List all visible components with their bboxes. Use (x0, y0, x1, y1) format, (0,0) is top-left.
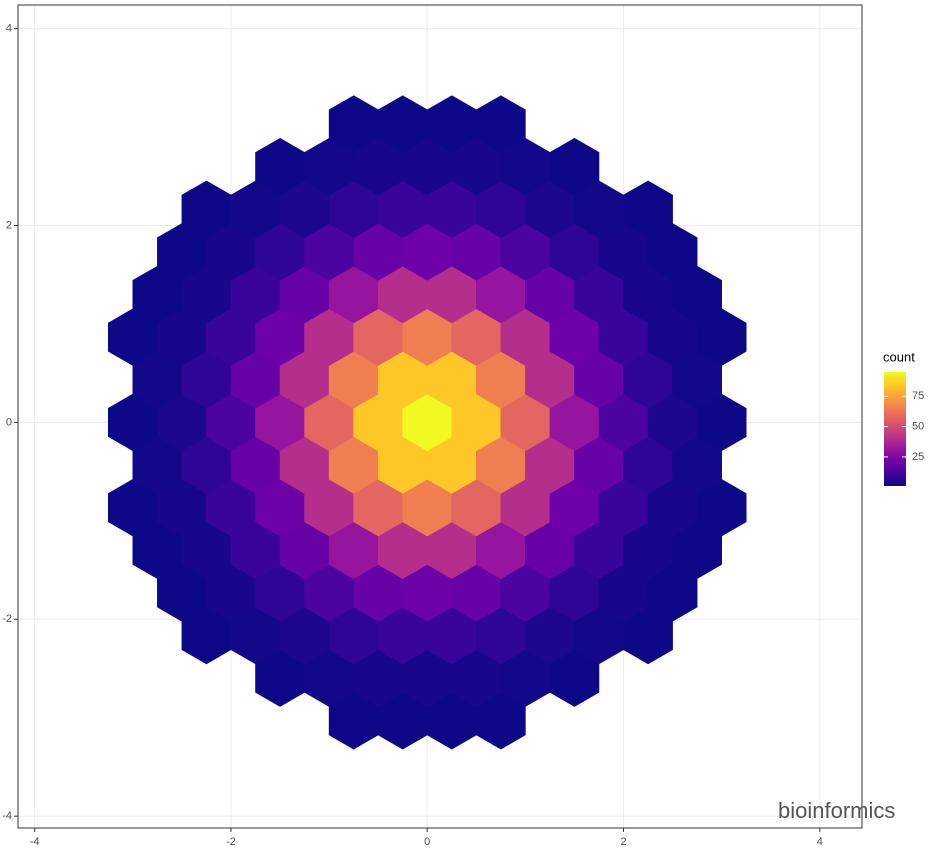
panel-border (17, 4, 863, 829)
y-tick-label: 0 (6, 416, 12, 428)
colorbar (884, 372, 906, 486)
y-tick-label: 2 (6, 219, 12, 231)
axes: -4 -2 0 2 4 -4 -2 0 2 4 (2, 23, 823, 848)
watermark: bioinformics (778, 798, 895, 823)
x-tick-label: -2 (226, 836, 236, 848)
y-tick-label: 4 (6, 23, 12, 35)
x-tick-label: -4 (30, 836, 40, 848)
y-tick-label: -4 (2, 810, 12, 822)
x-tick-label: 0 (424, 836, 430, 848)
y-tick-label: -2 (2, 613, 12, 625)
hex (549, 137, 600, 196)
hexes (107, 95, 747, 750)
hex (476, 95, 526, 153)
legend-title: count (883, 349, 915, 364)
hex (623, 180, 673, 238)
colorbar-label: 50 (912, 420, 924, 432)
colorbar-label: 25 (912, 451, 924, 463)
x-tick-label: 2 (620, 836, 626, 848)
legend: 25 50 75 (884, 372, 924, 486)
colorbar-label: 75 (912, 390, 924, 402)
x-tick-label: 4 (817, 836, 823, 848)
